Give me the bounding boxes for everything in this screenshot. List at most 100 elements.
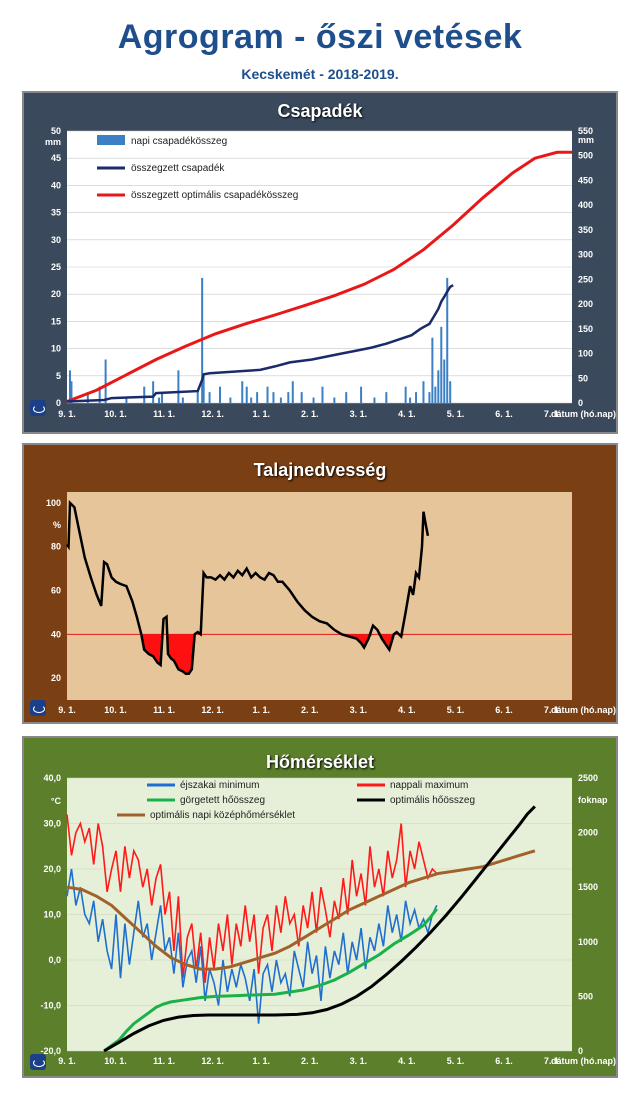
x-tick-label: 12. 1.: [201, 1056, 224, 1066]
x-axis-title: dátum (hó.nap): [551, 1056, 616, 1066]
precip-bar: [443, 359, 446, 403]
x-tick-label: 2. 1.: [301, 1056, 319, 1066]
precip-bar: [415, 392, 418, 403]
precip-bar: [279, 397, 282, 403]
y-left-tick-label: 45: [51, 153, 61, 163]
precip-bar: [161, 392, 164, 403]
precip-bar: [333, 397, 336, 403]
precip-bar: [143, 386, 146, 403]
x-tick-label: 9. 1.: [58, 705, 76, 715]
x-tick-label: 4. 1.: [398, 705, 416, 715]
x-tick-label: 3. 1.: [350, 705, 368, 715]
y-right-tick-label: 200: [578, 299, 593, 309]
precip-bar: [312, 397, 315, 403]
y-right-tick-label: 500: [578, 151, 593, 161]
y-left-tick-label: 5: [56, 371, 61, 381]
precip-bar: [152, 381, 155, 403]
y-left-tick-label: 20,0: [43, 864, 61, 874]
soil-moisture-line: [65, 499, 430, 675]
precip-bar: [272, 392, 275, 403]
y-left-tick-label: 0: [56, 398, 61, 408]
precip-bar: [360, 386, 363, 403]
legend-label: nappali maximum: [390, 780, 468, 791]
precip-bar: [422, 381, 425, 403]
x-tick-label: 5. 1.: [447, 1056, 465, 1066]
precip-bar: [440, 326, 443, 403]
precip-bar: [208, 392, 211, 403]
x-tick-label: 6. 1.: [495, 1056, 513, 1066]
precip-bar: [196, 392, 199, 403]
y-right-tick-label: 2000: [578, 828, 598, 838]
y-left-tick-label: 10,0: [43, 910, 61, 920]
x-tick-label: 10. 1.: [104, 1056, 127, 1066]
y-right-tick-label: 250: [578, 274, 593, 284]
precip-bar: [428, 392, 431, 403]
precip-bar: [431, 337, 434, 403]
x-tick-label: 2. 1.: [301, 705, 319, 715]
legend-label: napi csapadékösszeg: [131, 136, 227, 147]
x-tick-label: 1. 1.: [252, 409, 270, 419]
y-right-tick-label: 100: [578, 349, 593, 359]
precip-bar: [345, 392, 348, 403]
y-left-unit: mm: [45, 137, 61, 147]
precip-bar: [177, 370, 180, 403]
y-left-tick-label: -10,0: [40, 1001, 61, 1011]
precip-bar: [300, 392, 303, 403]
x-tick-label: 4. 1.: [398, 1056, 416, 1066]
y-right-tick-label: 0: [578, 398, 583, 408]
precipitation-chart-title: Csapadék: [277, 101, 363, 121]
x-tick-label: 12. 1.: [201, 409, 224, 419]
x-tick-label: 7. 1.: [544, 705, 562, 715]
y-right-tick-label: 2500: [578, 773, 598, 783]
page-subtitle: Kecskemét - 2018-2019.: [241, 66, 399, 82]
y-left-tick-label: 30: [51, 235, 61, 245]
page-title: Agrogram - őszi vetések: [117, 18, 523, 56]
y-left-tick-label: 35: [51, 208, 61, 218]
precip-bar: [446, 277, 449, 403]
optimal-daily-mean-line: [66, 849, 536, 971]
legend-label: összegzett optimális csapadékösszeg: [131, 190, 298, 201]
precip-bar: [218, 386, 221, 403]
precip-bar: [291, 381, 294, 403]
y-right-tick-label: 550: [578, 126, 593, 136]
legend-label: éjszakai minimum: [180, 780, 259, 791]
precip-bar: [241, 381, 244, 403]
precip-bar: [181, 397, 184, 403]
precip-bar: [385, 392, 388, 403]
y-left-tick-label: 0,0: [48, 955, 61, 965]
cumulative-precip-line: [66, 284, 454, 403]
x-tick-label: 5. 1.: [447, 705, 465, 715]
precip-bar: [287, 392, 290, 403]
precip-bar: [321, 386, 324, 403]
precip-bar: [409, 397, 412, 403]
legend-label: összegzett csapadék: [131, 163, 225, 174]
x-tick-label: 12. 1.: [201, 705, 224, 715]
x-tick-label: 10. 1.: [104, 409, 127, 419]
soil-moisture-chart: 100 80 60 40 20% 9. 1. 10. 1. 11. 1. 12. 1. 1. 1.…: [46, 492, 616, 715]
y-right-tick-label: 500: [578, 991, 593, 1001]
logo-icon: [30, 1054, 46, 1070]
temperature-chart: 40,0 30,0 20,0 10,0 0,0 -10,0 -20,0 °C 2500 2000 1…: [40, 773, 616, 1066]
precip-bar: [404, 386, 407, 403]
legend-label: optimális hőösszeg: [390, 795, 475, 806]
legend-swatch: [97, 135, 125, 145]
y-left-tick-label: -20,0: [40, 1046, 61, 1056]
x-tick-label: 2. 1.: [301, 409, 319, 419]
precip-bar: [158, 397, 161, 403]
precip-bar: [98, 386, 101, 403]
day-max-line: [66, 814, 438, 983]
x-tick-label: 9. 1.: [58, 409, 76, 419]
y-left-tick-label: 10: [51, 344, 61, 354]
logo-icon: [30, 700, 46, 716]
y-unit: %: [53, 520, 61, 530]
y-left-tick-label: 40,0: [43, 773, 61, 783]
precip-bar: [70, 381, 73, 403]
optimal-cumulative-line: [66, 150, 572, 403]
x-tick-label: 7. 1.: [544, 409, 562, 419]
x-tick-label: 6. 1.: [495, 705, 513, 715]
precip-bar: [373, 397, 376, 403]
precip-bar: [256, 392, 259, 403]
x-tick-label: 1. 1.: [252, 1056, 270, 1066]
soil-moisture-panel: Talajnedvesség 100 80 60 40 20% 9. 1. 10. 1. 11…: [22, 443, 618, 724]
optimal-heat-sum-line: [103, 805, 536, 1053]
